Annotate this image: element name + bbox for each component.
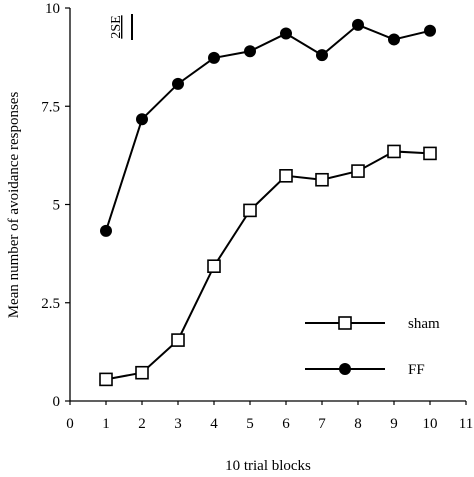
data-point-sham xyxy=(387,144,401,159)
data-point-ff xyxy=(388,33,400,46)
y-tick-label: 7.5 xyxy=(41,99,60,115)
series-layer xyxy=(99,18,437,387)
x-tick-label: 0 xyxy=(66,416,74,432)
data-point-sham xyxy=(423,146,437,161)
x-ticks: 0 1 2 3 4 5 6 7 8 9 10 11 xyxy=(66,401,473,432)
data-point-sham xyxy=(135,365,149,380)
legend-label-sham: sham xyxy=(408,316,440,332)
data-point-ff xyxy=(172,77,184,90)
data-point-sham xyxy=(351,164,365,178)
data-point-ff xyxy=(208,51,220,64)
legend: sham FF xyxy=(305,316,440,378)
x-tick-label: 8 xyxy=(354,416,362,432)
x-tick-label: 4 xyxy=(210,416,218,432)
x-tick-label: 6 xyxy=(282,416,290,432)
data-point-sham xyxy=(207,259,221,274)
data-point-sham xyxy=(315,172,329,187)
se-indicator: 2SE xyxy=(109,14,133,40)
legend-marker-sham xyxy=(338,316,352,330)
y-axis-group: Mean number of avoidance responses 0 2.5 5… xyxy=(6,1,71,410)
series-line-sham xyxy=(105,150,431,381)
data-point-ff xyxy=(244,45,256,58)
x-tick-label: 9 xyxy=(390,416,398,432)
data-point-sham xyxy=(171,333,185,347)
y-tick-label: 10 xyxy=(45,1,60,17)
data-point-ff xyxy=(280,27,292,40)
data-point-ff xyxy=(136,113,148,126)
x-tick-label: 3 xyxy=(174,416,182,432)
x-tick-label: 11 xyxy=(459,416,473,432)
data-point-ff xyxy=(352,18,364,31)
x-tick-label: 1 xyxy=(102,416,110,432)
x-tick-label: 5 xyxy=(246,416,254,432)
y-axis-label: Mean number of avoidance responses xyxy=(6,92,22,319)
data-point-ff xyxy=(424,24,436,37)
se-label: 2SE xyxy=(109,15,124,38)
legend-item-sham: sham xyxy=(305,316,440,332)
legend-item-ff: FF xyxy=(305,362,425,378)
x-axis-group: 10 trial blocks 0 1 2 3 4 5 6 7 8 9 10 11 xyxy=(66,400,473,474)
x-tick-label: 7 xyxy=(318,416,326,432)
y-tick-label: 5 xyxy=(53,198,61,214)
x-tick-label: 2 xyxy=(138,416,146,432)
legend-marker-ff xyxy=(339,363,351,375)
y-tick-label: 2.5 xyxy=(41,296,60,312)
data-point-sham xyxy=(99,372,113,387)
y-ticks: 0 2.5 5 7.5 10 xyxy=(41,1,70,410)
x-tick-label: 10 xyxy=(423,416,438,432)
data-point-sham xyxy=(279,169,293,183)
y-tick-label: 0 xyxy=(53,394,61,410)
data-point-ff xyxy=(100,224,112,237)
legend-label-ff: FF xyxy=(408,362,425,378)
x-axis-label: 10 trial blocks xyxy=(225,458,311,474)
series-line-ff xyxy=(105,23,431,232)
data-point-sham xyxy=(243,203,257,218)
data-point-ff xyxy=(316,49,328,62)
